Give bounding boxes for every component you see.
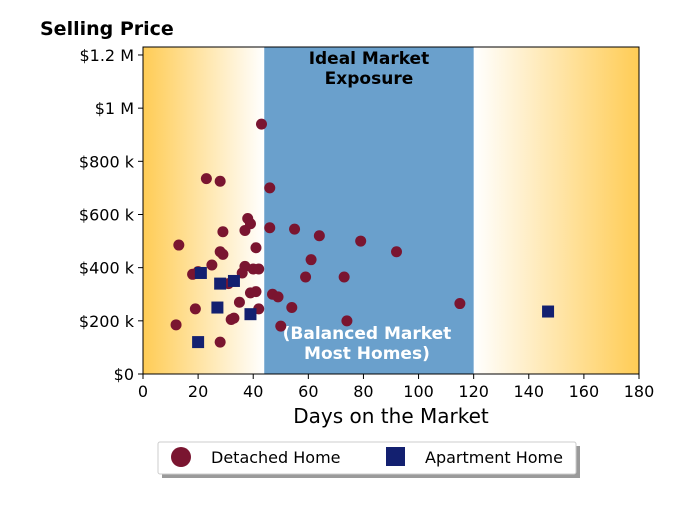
x-tick-label: 60: [298, 382, 318, 401]
legend: Detached Home Apartment Home: [157, 441, 580, 478]
detached-home-point: [233, 296, 245, 308]
x-tick-label: 140: [514, 382, 545, 401]
detached-home-point: [313, 230, 325, 242]
detached-home-point: [250, 286, 262, 298]
detached-home-point: [217, 226, 229, 238]
x-tick-label: 180: [624, 382, 655, 401]
detached-home-point: [253, 263, 265, 275]
legend-label-apartment: Apartment Home: [425, 448, 563, 467]
x-axis-label: Days on the Market: [293, 404, 489, 428]
detached-home-point: [214, 336, 226, 348]
detached-home-point: [275, 320, 287, 332]
detached-home-point: [244, 218, 256, 230]
detached-home-point: [170, 319, 182, 331]
plot-frame: [142, 46, 640, 375]
chart-title: Selling Price: [40, 18, 174, 40]
detached-home-point: [338, 271, 350, 283]
apartment-home-point: [214, 277, 227, 290]
detached-home-point: [173, 239, 185, 251]
apartment-home-point: [542, 305, 555, 318]
legend-label-detached: Detached Home: [211, 448, 341, 467]
detached-home-point: [228, 312, 240, 324]
x-tick-label: 0: [138, 382, 148, 401]
detached-home-point: [286, 302, 298, 314]
detached-home-point: [454, 298, 466, 310]
detached-home-point: [289, 223, 301, 235]
x-tick-label: 40: [243, 382, 263, 401]
x-tick-label: 80: [353, 382, 373, 401]
detached-home-point: [239, 260, 251, 272]
y-tick-label: $200 k: [79, 312, 135, 331]
apartment-home-point: [227, 274, 240, 287]
x-tick-label: 100: [403, 382, 434, 401]
detached-home-point: [300, 271, 312, 283]
detached-home-point: [206, 259, 218, 271]
y-axis: $0 $200 k $400 k $600 k $800 k $1 M $1.2 M: [79, 46, 143, 384]
ideal-market-band: [264, 47, 474, 374]
detached-home-point: [189, 303, 201, 315]
balanced-market-annotation: (Balanced Market Most Homes): [283, 324, 452, 364]
detached-home-point: [214, 175, 226, 187]
plot-area: Ideal Market Exposure (Balanced Market Mos…: [142, 46, 640, 375]
x-tick-label: 160: [569, 382, 600, 401]
detached-home-point: [217, 248, 229, 260]
detached-home-point: [250, 242, 262, 254]
y-tick-label: $0: [114, 365, 134, 384]
x-tick-label: 20: [188, 382, 208, 401]
y-tick-label: $400 k: [79, 259, 135, 278]
y-tick-label: $600 k: [79, 205, 135, 224]
ideal-market-annotation: Ideal Market Exposure: [309, 49, 430, 89]
apartment-home-point: [211, 301, 224, 314]
detached-home-point: [341, 315, 353, 327]
legend-marker-apartment: [386, 447, 405, 466]
y-tick-label: $1 M: [95, 99, 134, 118]
detached-home-point: [272, 291, 284, 303]
detached-home-point: [355, 235, 367, 247]
x-tick-label: 120: [458, 382, 489, 401]
detached-home-point: [391, 246, 403, 258]
detached-home-point: [255, 118, 267, 130]
y-tick-label: $1.2 M: [79, 46, 134, 65]
legend-box: [157, 441, 577, 475]
apartment-home-point: [192, 336, 205, 349]
x-axis: 0 20 40 60 80 100 120 140 160 180: [138, 374, 654, 401]
legend-marker-detached: [171, 447, 191, 467]
points-layer: [170, 118, 555, 349]
apartment-home-point: [244, 308, 257, 321]
detached-home-point: [264, 182, 276, 194]
detached-home-point: [200, 173, 212, 185]
y-tick-label: $800 k: [79, 152, 135, 171]
detached-home-point: [305, 254, 317, 266]
apartment-home-point: [194, 266, 207, 279]
detached-home-point: [264, 222, 276, 234]
